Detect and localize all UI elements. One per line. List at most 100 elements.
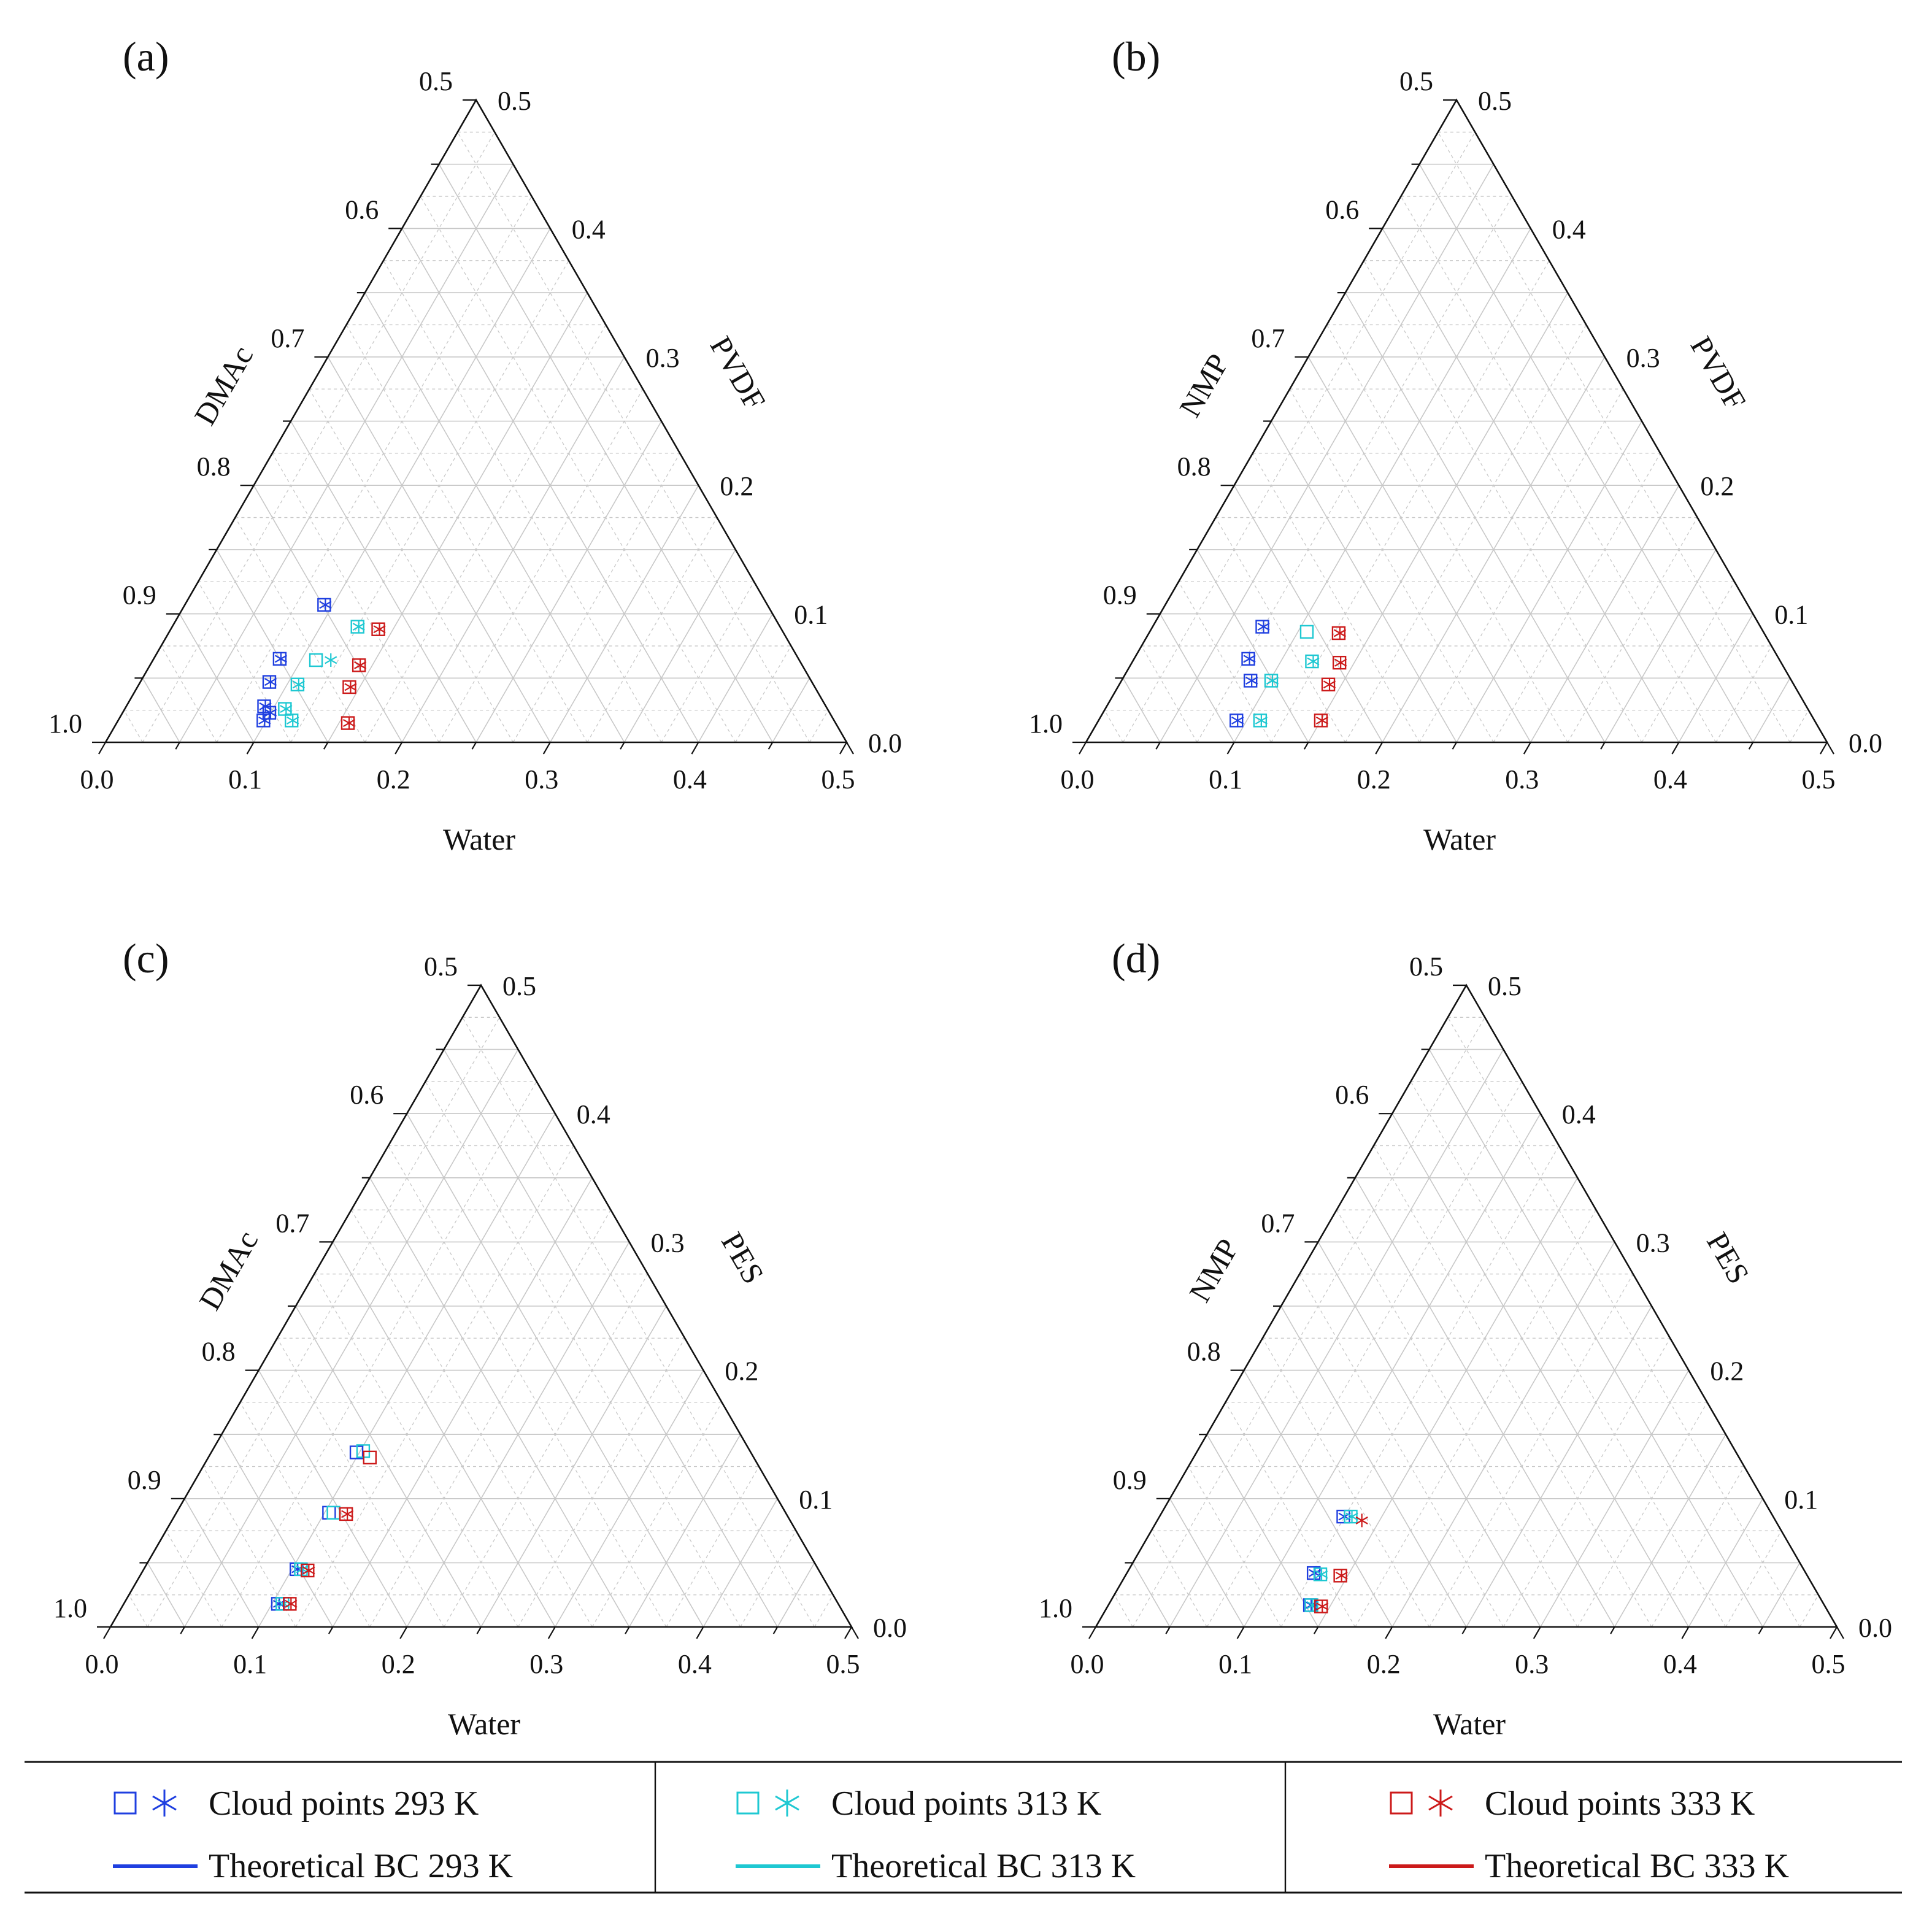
- right-tick: [1614, 1241, 1622, 1255]
- bottom-tick: [328, 1626, 334, 1634]
- bottom-tick: [323, 742, 329, 750]
- asterisk-marker: [1231, 713, 1244, 728]
- asterisk-stroke: [373, 625, 386, 634]
- asterisk-stroke: [1315, 1570, 1328, 1578]
- grid-line: [420, 196, 736, 743]
- right-tick: [623, 356, 632, 369]
- grid-line: [1280, 1305, 1467, 1628]
- ternary-panel-d: 0.0 1.0 0.0 0.1 0.9 0.1 0.2 0.8 0.2 0.3 0.7 0.3 0.4 0…: [1039, 935, 1892, 1741]
- right-tick: [628, 1241, 637, 1255]
- bottom-tick-label: 0.2: [382, 1649, 415, 1679]
- grid-line: [1428, 1049, 1763, 1628]
- grid-line: [184, 1498, 260, 1628]
- cloud-point: [262, 706, 277, 720]
- square-marker: [1314, 1599, 1328, 1613]
- asterisk-marker: [1323, 677, 1336, 691]
- right-tick: [517, 1049, 523, 1057]
- bottom-tick: [1610, 1626, 1615, 1634]
- grid-line: [1225, 1402, 1356, 1628]
- left-tick-label: 0.6: [345, 194, 379, 225]
- asterisk-marker: [287, 713, 299, 728]
- left-tick-label: 0.8: [197, 452, 231, 482]
- bottom-tick-label: 0.3: [1505, 764, 1539, 794]
- grid-lines: [1104, 131, 1809, 743]
- bottom-tick: [251, 1626, 260, 1639]
- right-tick-label: 0.4: [572, 214, 606, 244]
- legend-item-333k: Cloud points 333 K Theoretical BC 333 K: [1389, 1785, 1789, 1885]
- left-tick-label: 0.9: [123, 580, 156, 610]
- cloud-point: [317, 598, 332, 612]
- bottom-tick-label: 0.0: [85, 1649, 119, 1679]
- asterisk-marker: [280, 702, 293, 716]
- grid-line: [401, 228, 699, 743]
- square-marker: [275, 1597, 290, 1611]
- asterisk-marker: [354, 658, 367, 672]
- grid-line: [369, 1177, 630, 1628]
- grid-line: [1271, 421, 1457, 743]
- cloud-point: [309, 653, 323, 667]
- right-tick: [1725, 1434, 1731, 1442]
- right-tick: [846, 742, 854, 755]
- grid-line: [1271, 260, 1550, 743]
- cloud-point: [1299, 625, 1314, 639]
- bottom-tick-label: 0.3: [529, 1649, 563, 1679]
- series-333k: [1314, 1513, 1368, 1613]
- right-tick: [1762, 1498, 1771, 1511]
- cloud-point: [350, 620, 365, 634]
- grid-line: [587, 517, 718, 743]
- grid-line: [1196, 196, 1513, 743]
- series-333k: [341, 622, 386, 730]
- legend-asterisk-marker: [152, 1790, 177, 1817]
- bottom-tick: [476, 1626, 482, 1634]
- cloud-point: [1241, 652, 1256, 666]
- grid-line: [1355, 1177, 1615, 1628]
- asterisk-stroke: [1316, 1602, 1329, 1610]
- right-tick-label: 0.2: [1700, 471, 1734, 501]
- asterisk-marker: [1316, 1599, 1329, 1613]
- grid-line: [740, 1530, 796, 1628]
- cloud-point: [371, 622, 386, 636]
- bottom-tick: [691, 742, 699, 755]
- asterisk-marker: [1334, 656, 1347, 670]
- right-tick: [1826, 742, 1834, 755]
- asterisk-marker: [1315, 1567, 1328, 1582]
- square-marker: [301, 1563, 315, 1578]
- asterisk-marker: [373, 622, 386, 636]
- right-tick: [661, 420, 666, 429]
- right-tick: [591, 1177, 597, 1185]
- grid-line: [1418, 164, 1753, 743]
- bottom-tick-label: 0.0: [1061, 764, 1095, 794]
- right-tick-label: 0.3: [646, 343, 680, 373]
- grid-line: [512, 453, 680, 743]
- grid-line: [1447, 1017, 1801, 1628]
- legend-asterisk-marker: [775, 1790, 799, 1817]
- grid-line: [142, 677, 180, 743]
- right-tick: [1456, 99, 1464, 112]
- right-tick: [1651, 1305, 1657, 1313]
- left-axis-title: DMAc: [192, 1225, 264, 1315]
- grid-line: [179, 613, 255, 743]
- grid-line: [1355, 1209, 1596, 1628]
- asterisk-stroke: [264, 709, 277, 717]
- right-tick: [1752, 613, 1761, 626]
- grid-line: [295, 1305, 482, 1628]
- grid-line: [369, 1209, 611, 1628]
- bottom-tick: [839, 742, 847, 755]
- grid-line: [1132, 1562, 1171, 1628]
- left-tick-label: 0.7: [271, 323, 304, 353]
- series-313k: [278, 620, 365, 728]
- square-marker: [342, 680, 356, 694]
- grid-line: [1160, 613, 1235, 743]
- grid-line: [253, 485, 402, 743]
- asterisk-marker: [352, 620, 365, 634]
- left-tick-label: 0.5: [419, 66, 453, 96]
- grid-line: [443, 1049, 778, 1628]
- grid-line: [814, 1594, 834, 1628]
- bottom-tick: [246, 742, 255, 755]
- asterisk-stroke: [341, 1510, 354, 1518]
- grid-line: [221, 1434, 334, 1628]
- asterisk-stroke: [292, 680, 305, 689]
- cloud-point: [285, 713, 299, 728]
- cloud-point: [1314, 713, 1329, 728]
- asterisk-stroke: [1335, 1571, 1348, 1580]
